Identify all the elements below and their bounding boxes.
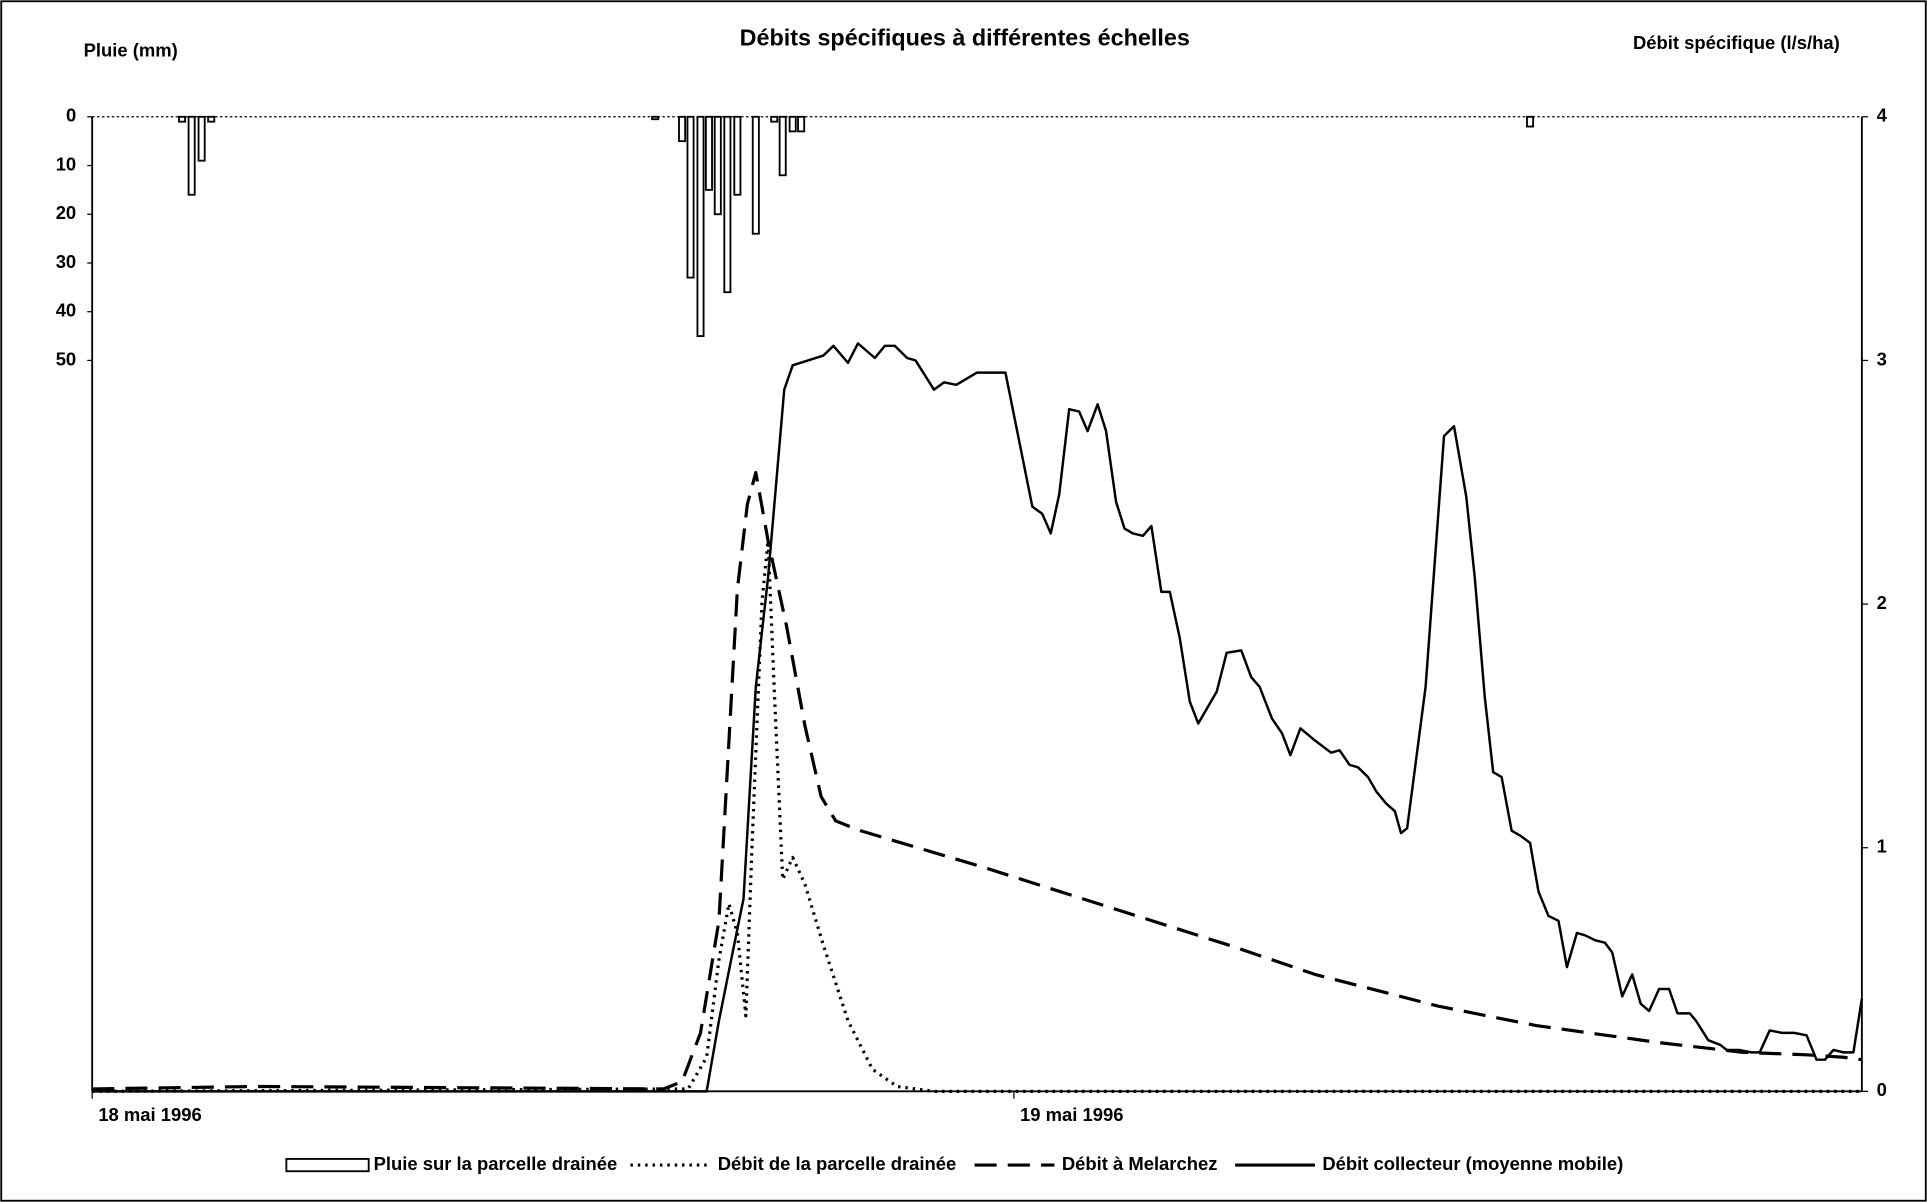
y-axis-title: Pluie (mm)	[84, 40, 178, 61]
y-tick-label: 40	[56, 300, 77, 321]
x-tick-label: 19 mai 1996	[1020, 1104, 1123, 1125]
rain-bar	[678, 115, 687, 143]
y-tick-label: 50	[56, 348, 77, 369]
rain-bar	[770, 115, 779, 123]
flow-line	[92, 470, 1863, 1091]
rain-bar	[187, 115, 196, 196]
rain-bar	[713, 115, 722, 216]
y2-axis-title: Débit spécifique (l/s/ha)	[1633, 32, 1840, 53]
legend-swatch	[285, 1158, 370, 1173]
y2-tick-label: 0	[1877, 1079, 1887, 1100]
rain-bar	[797, 115, 806, 133]
y-tick-label: 30	[56, 251, 77, 272]
rain-bar	[178, 115, 187, 123]
y-tick-label: 0	[66, 105, 76, 126]
rain-bar	[778, 115, 787, 177]
rain-bar	[733, 115, 742, 196]
legend-label: Débit collecteur (moyenne mobile)	[1322, 1153, 1623, 1174]
y2-tick-label: 3	[1877, 348, 1887, 369]
y2-tick-label: 1	[1877, 836, 1887, 857]
y-tick-label: 10	[56, 153, 77, 174]
y2-tick-label: 4	[1877, 105, 1888, 126]
legend-label: Débit de la parcelle drainée	[718, 1153, 957, 1174]
legend-label: Débit à Melarchez	[1062, 1153, 1218, 1174]
rain-bar	[723, 115, 732, 294]
rain-bar	[704, 115, 713, 191]
rain-bar	[686, 115, 695, 279]
rain-bar	[207, 115, 216, 123]
flow-line	[92, 342, 1864, 1093]
y2-tick-label: 2	[1877, 592, 1887, 613]
y-tick-label: 20	[56, 202, 77, 223]
rain-bar	[651, 115, 660, 121]
x-tick-label: 18 mai 1996	[98, 1104, 201, 1125]
rain-bar	[696, 115, 705, 337]
legend-label: Pluie sur la parcelle drainée	[374, 1153, 618, 1174]
rain-bar	[197, 115, 206, 162]
rain-bar	[788, 115, 797, 133]
rain-bar	[1526, 115, 1535, 128]
rain-bar	[751, 115, 760, 235]
chart-title: Débits spécifiques à différentes échelle…	[740, 25, 1190, 51]
